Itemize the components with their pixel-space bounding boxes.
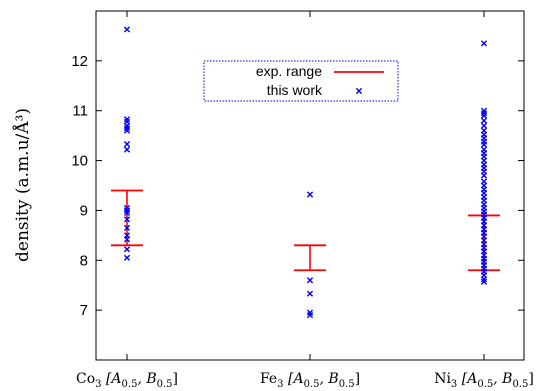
data-point — [480, 172, 488, 179]
x-tick-label: Ni3 [A0.5, B0.5] — [434, 371, 534, 390]
legend-swatch-this-work — [355, 87, 363, 95]
y-axis-label: density (a.m.u/Å³) — [12, 108, 33, 262]
x-axis-labels: Co3 [A0.5, B0.5] Fe3 [A0.5, B0.5] Ni3 [A0.… — [76, 11, 534, 390]
data-point — [123, 127, 131, 134]
data-point — [123, 254, 131, 261]
legend: exp. range this work — [203, 60, 399, 102]
data-point — [123, 146, 131, 153]
data-point — [123, 246, 131, 253]
y-tick-label: 8 — [80, 252, 88, 269]
data-point — [480, 117, 488, 124]
data-point — [306, 277, 314, 284]
data-point — [123, 26, 131, 33]
y-tick-label: 7 — [80, 302, 88, 319]
y-tick-label: 11 — [72, 103, 88, 120]
exp-range-series — [111, 189, 500, 272]
data-point — [306, 312, 314, 319]
x-tick-label: Co3 [A0.5, B0.5] — [76, 371, 178, 390]
data-point — [480, 122, 488, 129]
legend-label-this-work: this work — [267, 82, 323, 98]
data-point — [123, 141, 131, 148]
data-point — [123, 209, 131, 217]
legend-label-exp-range: exp. range — [256, 63, 322, 79]
data-point — [480, 112, 488, 119]
data-point — [306, 290, 314, 297]
data-point — [123, 216, 131, 223]
y-axis-ticks: 7 8 9 10 11 12 — [71, 53, 524, 319]
data-point — [480, 278, 488, 285]
legend-box — [203, 60, 399, 102]
data-point — [480, 40, 488, 47]
y-tick-label: 12 — [71, 53, 88, 70]
data-point — [480, 141, 488, 148]
data-point — [306, 191, 314, 198]
data-point — [123, 224, 131, 231]
x-tick-label: Fe3 [A0.5, B0.5] — [260, 371, 360, 390]
data-point — [123, 236, 131, 243]
y-tick-label: 10 — [71, 153, 88, 170]
legend-marker-cross — [355, 87, 363, 95]
y-tick-label: 9 — [80, 202, 88, 219]
this-work-series — [123, 26, 488, 319]
